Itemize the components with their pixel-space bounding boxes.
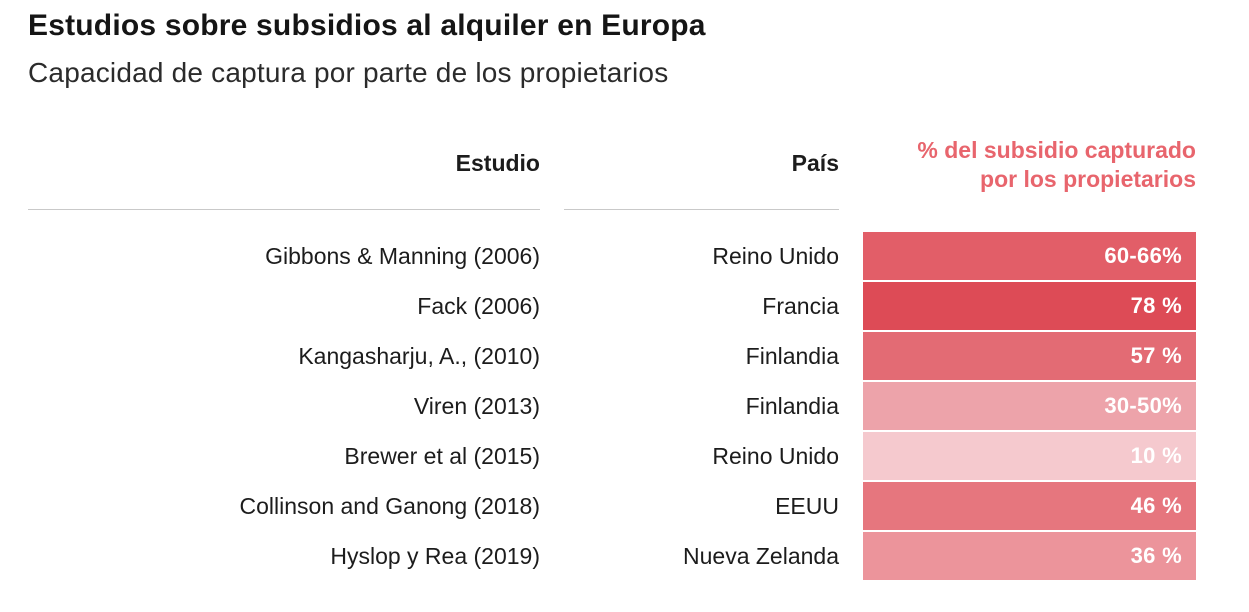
table-row: Collinson and Ganong (2018) EEUU 46 % (28, 482, 1196, 531)
studies-table: Estudio País % del subsidio capturado po… (28, 136, 1196, 581)
value-bar-cell: 78 % (863, 282, 1196, 331)
value-bar-cell: 57 % (863, 332, 1196, 381)
country-name: Francia (762, 292, 839, 319)
study-name: Viren (2013) (413, 392, 540, 419)
column-header-study: Estudio (28, 136, 540, 211)
column-header-value-line1: % del subsidio capturado (917, 136, 1196, 163)
country-name: Reino Unido (712, 442, 839, 469)
study-name: Hyslop y Rea (2019) (330, 542, 540, 569)
value-bar: 60-66% (863, 232, 1196, 281)
column-header-country: País (564, 136, 839, 211)
value-bar-cell: 10 % (863, 432, 1196, 481)
table-row: Fack (2006) Francia 78 % (28, 282, 1196, 331)
value-bar-cell: 30-50% (863, 382, 1196, 431)
study-name: Fack (2006) (417, 292, 540, 319)
country-name: Finlandia (745, 342, 839, 369)
study-name: Kangasharju, A., (2010) (298, 342, 540, 369)
value-label: 30-50% (1104, 393, 1182, 419)
value-bar: 57 % (863, 332, 1196, 381)
table-row: Kangasharju, A., (2010) Finlandia 57 % (28, 332, 1196, 381)
study-name: Brewer et al (2015) (344, 442, 540, 469)
table-row: Brewer et al (2015) Reino Unido 10 % (28, 432, 1196, 481)
value-label: 57 % (1130, 343, 1182, 369)
value-bar: 10 % (863, 432, 1196, 481)
country-name: Nueva Zelanda (683, 542, 839, 569)
value-bar: 46 % (863, 482, 1196, 531)
column-header-value: % del subsidio capturado por los propiet… (863, 136, 1196, 211)
value-label: 10 % (1130, 443, 1182, 469)
table-header: Estudio País % del subsidio capturado po… (28, 136, 1196, 211)
value-bar: 36 % (863, 532, 1196, 581)
table-row: Gibbons & Manning (2006) Reino Unido 60-… (28, 232, 1196, 281)
value-bar-cell: 46 % (863, 482, 1196, 531)
value-bar-cell: 60-66% (863, 232, 1196, 281)
value-bar: 78 % (863, 282, 1196, 331)
table-row: Hyslop y Rea (2019) Nueva Zelanda 36 % (28, 532, 1196, 581)
country-name: Reino Unido (712, 242, 839, 269)
value-label: 46 % (1130, 493, 1182, 519)
page-subtitle: Capacidad de captura por parte de los pr… (28, 57, 669, 88)
table-body: Gibbons & Manning (2006) Reino Unido 60-… (28, 232, 1196, 581)
study-name: Gibbons & Manning (2006) (265, 242, 540, 269)
value-bar-cell: 36 % (863, 532, 1196, 581)
value-bar: 30-50% (863, 382, 1196, 431)
country-name: EEUU (775, 492, 839, 519)
table-row: Viren (2013) Finlandia 30-50% (28, 382, 1196, 431)
country-name: Finlandia (745, 392, 839, 419)
value-label: 36 % (1130, 543, 1182, 569)
page-title: Estudios sobre subsidios al alquiler en … (28, 9, 706, 42)
value-label: 60-66% (1104, 243, 1182, 269)
value-label: 78 % (1130, 293, 1182, 319)
study-name: Collinson and Ganong (2018) (239, 492, 540, 519)
column-header-value-line2: por los propietarios (980, 166, 1196, 193)
